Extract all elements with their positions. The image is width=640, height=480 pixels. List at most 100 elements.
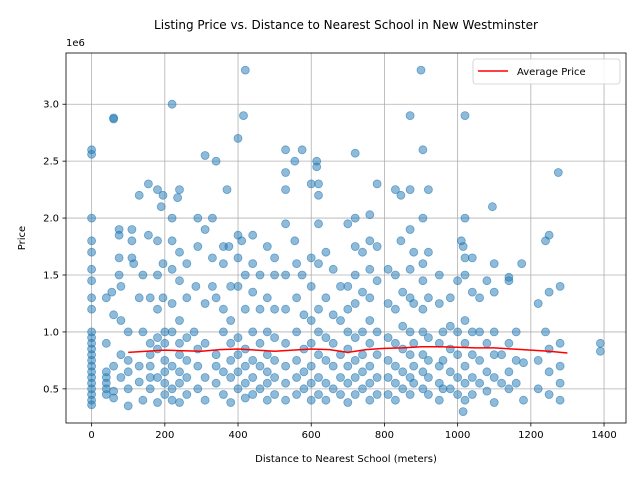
scatter-point <box>365 236 375 246</box>
scatter-point <box>123 367 133 377</box>
scatter-point <box>123 384 133 394</box>
scatter-point <box>182 333 192 343</box>
scatter-point <box>372 373 382 382</box>
legend-box <box>472 58 621 85</box>
scatter-point <box>237 236 247 246</box>
scatter-point <box>475 378 485 388</box>
scatter-point <box>200 151 210 160</box>
scatter-point <box>138 395 148 405</box>
scatter-point <box>211 361 221 371</box>
scatter-point <box>350 333 360 343</box>
scatter-point <box>423 390 433 399</box>
scatter-point <box>167 395 177 405</box>
scatter-point <box>160 378 170 388</box>
scatter-point <box>343 304 353 314</box>
scatter-point <box>350 373 360 382</box>
scatter-point <box>475 355 485 365</box>
scatter-point <box>511 355 521 365</box>
scatter-point <box>182 390 192 399</box>
scatter-point <box>398 367 408 377</box>
scatter-point <box>306 281 316 291</box>
scatter-point <box>87 247 96 257</box>
scatter-point <box>460 253 470 263</box>
scatter-point <box>167 236 177 246</box>
scatter-point <box>116 373 126 382</box>
scatter-point <box>467 390 477 399</box>
scatter-point <box>460 270 470 280</box>
scatter-point <box>299 367 309 377</box>
scatter-point <box>405 225 415 234</box>
scatter-point <box>182 293 192 303</box>
scatter-point <box>153 373 162 382</box>
scatter-point <box>200 299 210 308</box>
scatter-point <box>153 304 162 314</box>
y-offset-label: 1e6 <box>66 38 85 49</box>
scatter-point <box>321 333 331 343</box>
scatter-point <box>233 281 243 291</box>
scatter-point <box>418 213 428 223</box>
scatter-point <box>555 338 565 348</box>
scatter-point <box>328 264 338 274</box>
scatter-point <box>458 242 468 251</box>
scatter-point <box>405 264 415 274</box>
scatter-point <box>262 293 272 303</box>
scatter-point <box>321 247 331 257</box>
scatter-point <box>544 230 554 240</box>
scatter-point <box>504 276 514 286</box>
scatter-point <box>134 377 144 387</box>
y-tick-label: 3.0 <box>43 100 59 111</box>
scatter-point <box>109 393 118 403</box>
scatter-point <box>145 384 155 394</box>
scatter-point <box>114 230 124 240</box>
scatter-point <box>497 350 507 360</box>
scatter-point <box>482 386 492 396</box>
scatter-point <box>182 259 192 269</box>
scatter-point <box>336 316 345 325</box>
scatter-point <box>153 270 162 280</box>
scatter-point <box>134 190 144 200</box>
scatter-point <box>445 321 455 331</box>
scatter-point <box>482 276 492 286</box>
scatter-point <box>160 338 170 348</box>
scatter-point <box>544 390 554 399</box>
scatter-point <box>290 156 300 166</box>
scatter-point <box>281 270 291 280</box>
scatter-point <box>343 219 353 229</box>
scatter-point <box>405 327 415 337</box>
scatter-point <box>87 293 96 303</box>
scatter-point <box>114 270 124 280</box>
scatter-point <box>255 270 265 280</box>
scatter-point <box>365 361 375 371</box>
scatter-point <box>158 259 168 269</box>
scatter-point <box>297 270 307 280</box>
scatter-point <box>453 390 463 399</box>
scatter-point <box>460 378 470 388</box>
scatter-point <box>350 242 360 251</box>
scatter-point <box>434 395 444 405</box>
scatter-point <box>240 393 250 403</box>
scatter-point <box>211 378 221 388</box>
scatter-point <box>270 333 280 343</box>
scatter-point <box>297 145 307 155</box>
scatter-point <box>475 327 485 337</box>
scatter-point <box>189 327 199 337</box>
scatter-point <box>418 276 428 286</box>
scatter-point <box>299 384 309 394</box>
scatter-point <box>248 327 258 337</box>
scatter-point <box>396 190 406 200</box>
scatter-point <box>262 327 272 337</box>
scatter-point <box>398 287 408 297</box>
x-tick-label: 400 <box>228 430 247 441</box>
scatter-point <box>467 373 477 382</box>
scatter-point <box>207 281 217 291</box>
scatter-point <box>336 281 345 291</box>
scatter-point <box>218 259 228 269</box>
scatter-point <box>127 225 137 234</box>
scatter-point <box>226 338 236 348</box>
scatter-point <box>418 259 428 269</box>
scatter-point <box>390 395 400 405</box>
y-tick-label: 1.5 <box>43 271 59 282</box>
scatter-point <box>145 338 155 348</box>
scatter-point <box>482 367 492 377</box>
scatter-point <box>398 384 408 394</box>
